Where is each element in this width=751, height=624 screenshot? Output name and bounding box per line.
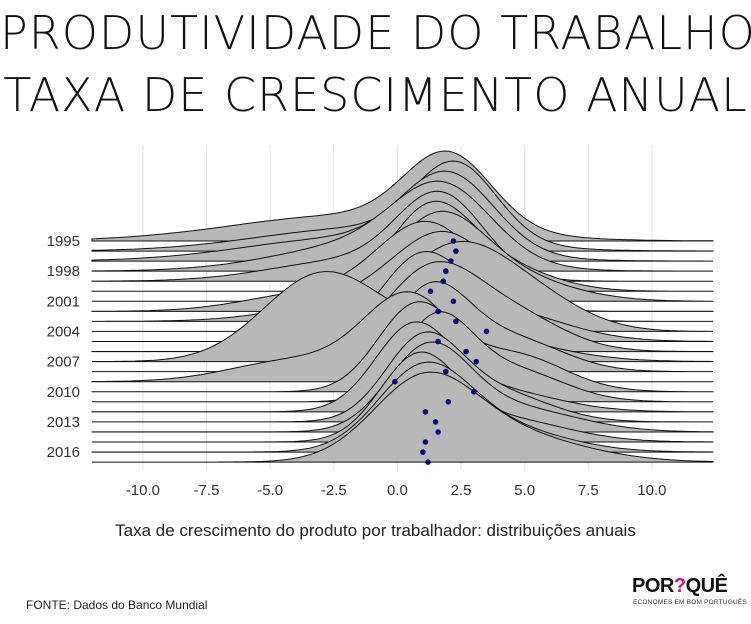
median-point-1996 — [453, 248, 459, 254]
median-point-2003 — [453, 318, 459, 325]
median-point-2004 — [483, 328, 490, 335]
median-point-2000 — [427, 288, 434, 295]
median-point-2005 — [435, 338, 441, 345]
y-label-2010: 2010 — [47, 384, 80, 401]
median-point-2017 — [425, 459, 431, 465]
y-label-2013: 2013 — [47, 414, 80, 431]
chart-title-line2: TAXA DE CRESCIMENTO ANUAL — [3, 68, 748, 122]
median-point-2001 — [450, 298, 457, 305]
median-point-2016 — [420, 449, 426, 455]
median-point-2010 — [471, 389, 477, 395]
ridge-2017 — [92, 371, 714, 463]
source-note: FONTE: Dados do Banco Mundial — [26, 598, 208, 612]
median-point-2012 — [422, 409, 429, 415]
median-point-1995 — [450, 238, 457, 244]
logo-wordmark: POR?QUÊ — [632, 575, 728, 598]
median-point-2011 — [445, 399, 452, 405]
median-point-2013 — [432, 419, 439, 425]
x-tick-label: -2.5 — [321, 482, 347, 499]
median-point-2007 — [473, 358, 480, 365]
y-label-2001: 2001 — [47, 293, 80, 310]
x-axis-title: Taxa de crescimento do produto por traba… — [115, 521, 636, 540]
x-tick-label: 7.5 — [578, 482, 599, 499]
y-label-2007: 2007 — [47, 354, 80, 371]
x-tick-label: -10.0 — [126, 482, 160, 499]
median-point-1998 — [443, 268, 449, 274]
median-point-2009 — [392, 378, 398, 385]
logo-part1: POR — [632, 575, 674, 597]
x-tick-label: 0.0 — [387, 482, 408, 499]
median-points — [392, 238, 490, 465]
y-label-2004: 2004 — [47, 323, 80, 340]
logo-part2: QUÊ — [685, 575, 728, 597]
y-label-1995: 1995 — [47, 233, 80, 250]
x-axis-labels: -10.0 -7.5 -5.0 -2.5 0.0 2.5 5.0 7.5 10.0 — [126, 482, 667, 499]
porque-logo[interactable]: POR?QUÊ ECONOMES EM BOM PORTUGUÊS — [632, 565, 747, 617]
y-axis-labels: 1995 1998 2001 2004 2007 2010 2013 2016 — [47, 233, 80, 461]
median-point-2014 — [435, 429, 441, 435]
x-tick-label: 10.0 — [637, 482, 666, 499]
y-label-1998: 1998 — [47, 263, 80, 280]
y-label-2016: 2016 — [47, 444, 80, 461]
ridge-layers — [91, 150, 714, 463]
question-mark-icon: ? — [673, 575, 686, 597]
median-point-1997 — [448, 258, 454, 264]
chart-title-line1: PRODUTIVIDADE DO TRABALHO: — [0, 6, 751, 60]
x-tick-label: -7.5 — [194, 482, 220, 499]
median-point-2006 — [463, 348, 469, 355]
ridgeline-chart: 1995 1998 2001 2004 2007 2010 2013 2016 -10.0 -7… — [47, 145, 714, 499]
x-tick-label: -5.0 — [257, 482, 283, 499]
median-point-2015 — [422, 439, 429, 445]
x-tick-label: 2.5 — [451, 482, 472, 499]
median-point-2008 — [443, 368, 449, 375]
logo-tagline: ECONOMES EM BOM PORTUGUÊS — [633, 599, 747, 606]
x-tick-label: 5.0 — [514, 482, 535, 499]
median-point-1999 — [440, 278, 447, 285]
median-point-2002 — [435, 308, 441, 315]
